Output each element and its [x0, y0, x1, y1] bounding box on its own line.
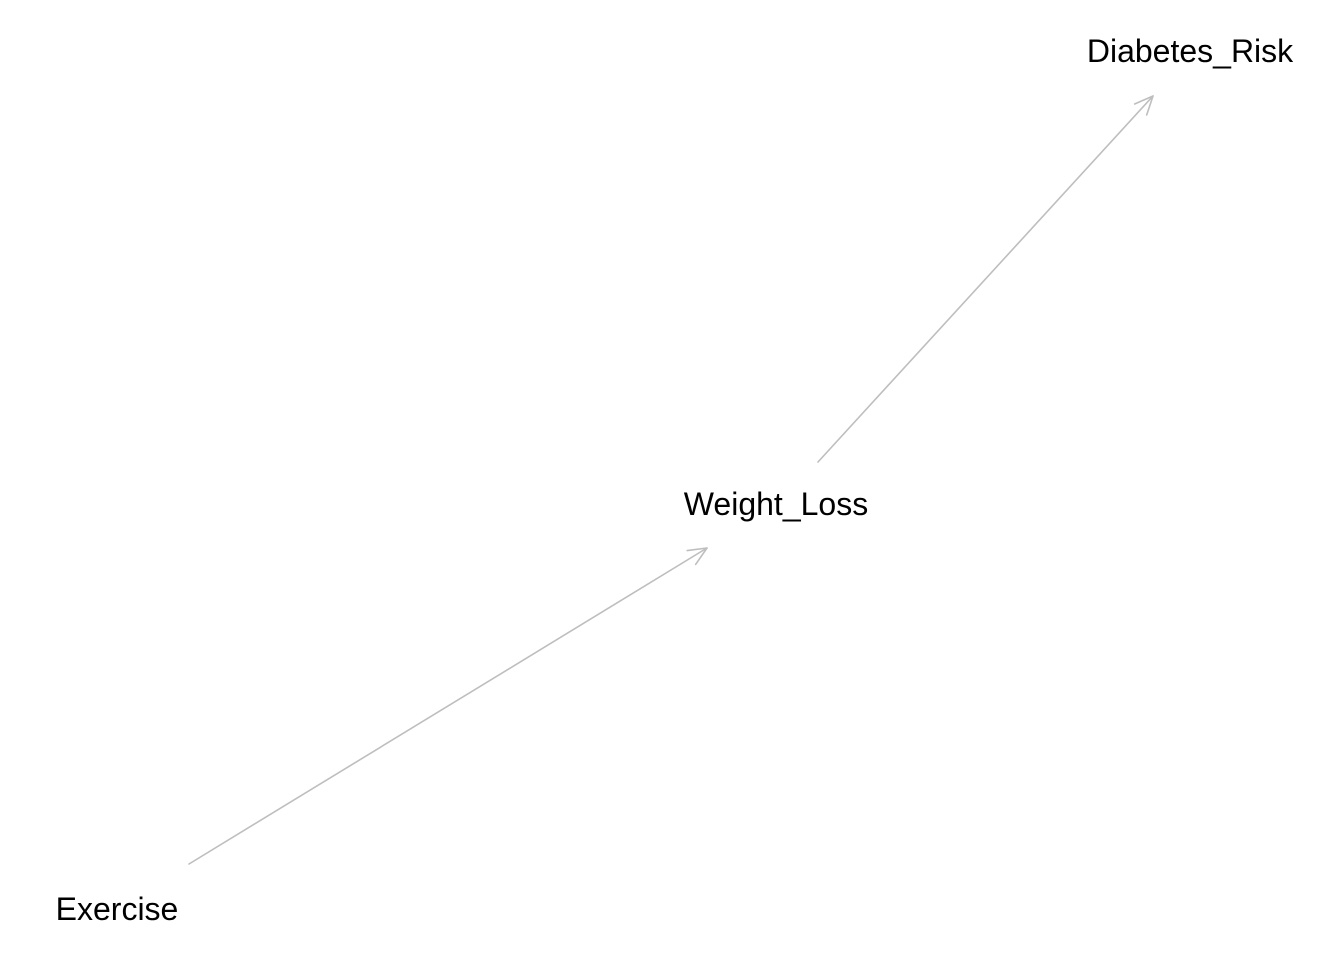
- edge-weight-loss-to-diabetes-risk: [817, 95, 1154, 463]
- arrowhead-icon: [1133, 95, 1154, 116]
- nodes-group: Exercise Weight_Loss Diabetes_Risk: [56, 33, 1295, 927]
- edge-line: [817, 95, 1154, 463]
- edges-group: [188, 95, 1154, 865]
- node-label-exercise: Exercise: [56, 891, 179, 927]
- node-label-diabetes-risk: Diabetes_Risk: [1087, 33, 1294, 69]
- node-label-weight-loss: Weight_Loss: [684, 486, 868, 522]
- edge-exercise-to-weight-loss: [188, 547, 708, 865]
- edge-line: [188, 547, 708, 865]
- arrowhead-icon: [686, 547, 708, 566]
